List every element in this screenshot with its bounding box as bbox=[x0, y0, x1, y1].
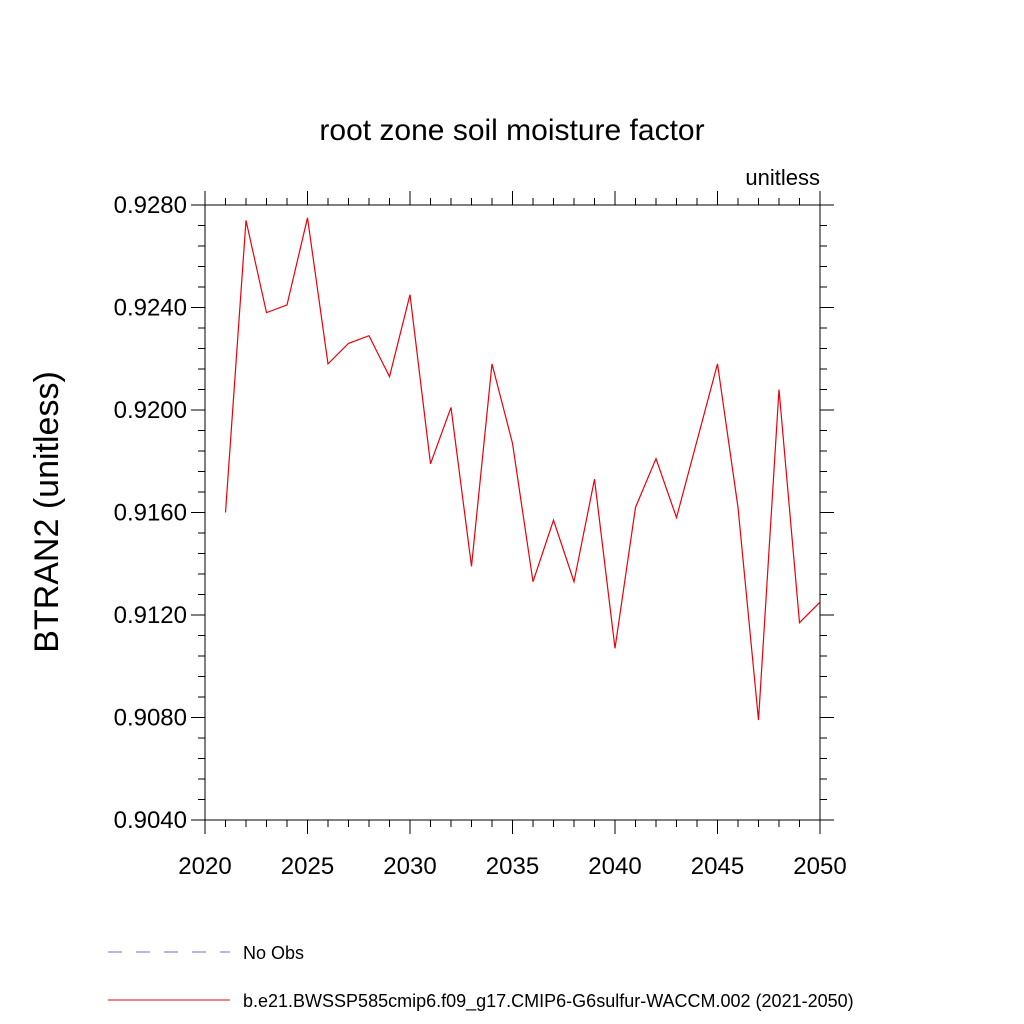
y-axis-label: BTRAN2 (unitless) bbox=[28, 371, 66, 653]
x-tick-label: 2035 bbox=[486, 853, 539, 880]
y-tick-label: 0.9040 bbox=[114, 807, 187, 834]
legend-label-1: b.e21.BWSSP585cmip6.f09_g17.CMIP6-G6sulf… bbox=[243, 991, 854, 1012]
x-tick-label: 2020 bbox=[178, 853, 231, 880]
y-tick-label: 0.9240 bbox=[114, 295, 187, 322]
y-tick-label: 0.9200 bbox=[114, 397, 187, 424]
plot-area: 0.9040 0.9080 0.9120 0.9160 0.9200 0.9240 0.92… bbox=[114, 191, 847, 880]
units-label: unitless bbox=[745, 165, 820, 190]
y-tick-label: 0.9280 bbox=[114, 192, 187, 219]
x-tick-label: 2025 bbox=[281, 853, 334, 880]
y-tick-label: 0.9120 bbox=[114, 602, 187, 629]
x-tick-label: 2050 bbox=[793, 853, 846, 880]
x-tick-label: 2040 bbox=[588, 853, 641, 880]
legend: No Obs b.e21.BWSSP585cmip6.f09_g17.CMIP6-… bbox=[108, 943, 854, 1012]
x-tick-label: 2030 bbox=[383, 853, 436, 880]
chart-title: root zone soil moisture factor bbox=[319, 114, 704, 147]
legend-label-0: No Obs bbox=[243, 943, 304, 963]
x-tick-label: 2045 bbox=[691, 853, 744, 880]
y-tick-label: 0.9080 bbox=[114, 705, 187, 732]
y-tick-label: 0.9160 bbox=[114, 500, 187, 527]
series-line-0 bbox=[224, 217, 821, 721]
plot-frame bbox=[204, 204, 821, 821]
